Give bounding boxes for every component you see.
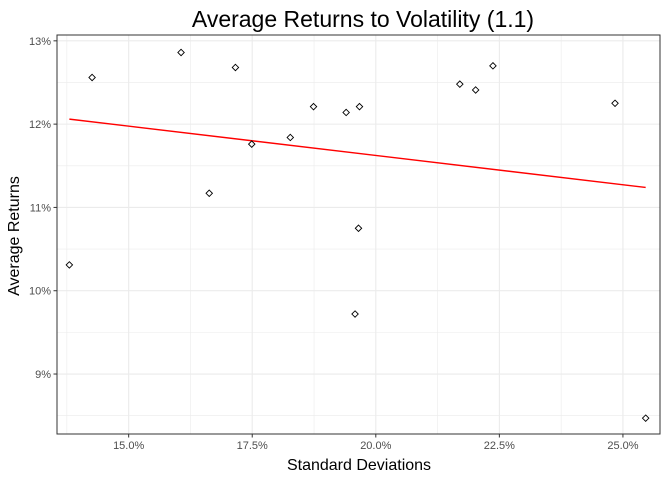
data-point — [286, 133, 295, 142]
x-tick-label: 25.0% — [607, 440, 638, 452]
plot-panel-border — [56, 34, 661, 435]
data-point — [455, 80, 464, 88]
y-tick-label: 10% — [29, 286, 51, 298]
data-point — [88, 73, 96, 82]
data-point — [65, 261, 74, 269]
x-tick-label: 15.0% — [113, 440, 144, 452]
data-point — [351, 310, 359, 318]
chart-title: Average Returns to Volatility (1.1) — [192, 6, 534, 32]
x-axis-ticks: 15.0% 17.5% 20.0% 22.5% 25.0% — [113, 434, 639, 452]
data-point — [354, 224, 363, 233]
y-tick-label: 13% — [29, 36, 51, 48]
data-point — [641, 414, 650, 423]
major-gridlines — [57, 35, 660, 434]
y-axis-title: Average Returns — [6, 176, 23, 296]
data-point — [231, 63, 240, 72]
y-tick-label: 9% — [35, 369, 51, 381]
regression-line — [69, 118, 646, 189]
data-point — [247, 140, 256, 148]
data-point — [471, 86, 480, 94]
y-tick-label: 12% — [29, 119, 51, 131]
data-point — [177, 48, 185, 57]
data-point — [342, 108, 350, 117]
x-tick-label: 22.5% — [484, 440, 515, 452]
y-tick-label: 11% — [30, 202, 51, 214]
minor-gridlines — [57, 35, 660, 434]
x-tick-label: 17.5% — [237, 440, 268, 452]
data-point — [309, 102, 318, 111]
data-point — [355, 102, 364, 111]
x-tick-label: 20.0% — [360, 440, 391, 452]
x-axis-title: Standard Deviations — [287, 457, 431, 474]
trend-line-group — [69, 118, 646, 189]
data-point — [611, 99, 619, 108]
y-axis-ticks: 9% 10% 11% 12% 13% — [29, 36, 57, 381]
data-point — [205, 189, 214, 198]
data-point — [489, 61, 497, 70]
data-points — [65, 48, 650, 423]
